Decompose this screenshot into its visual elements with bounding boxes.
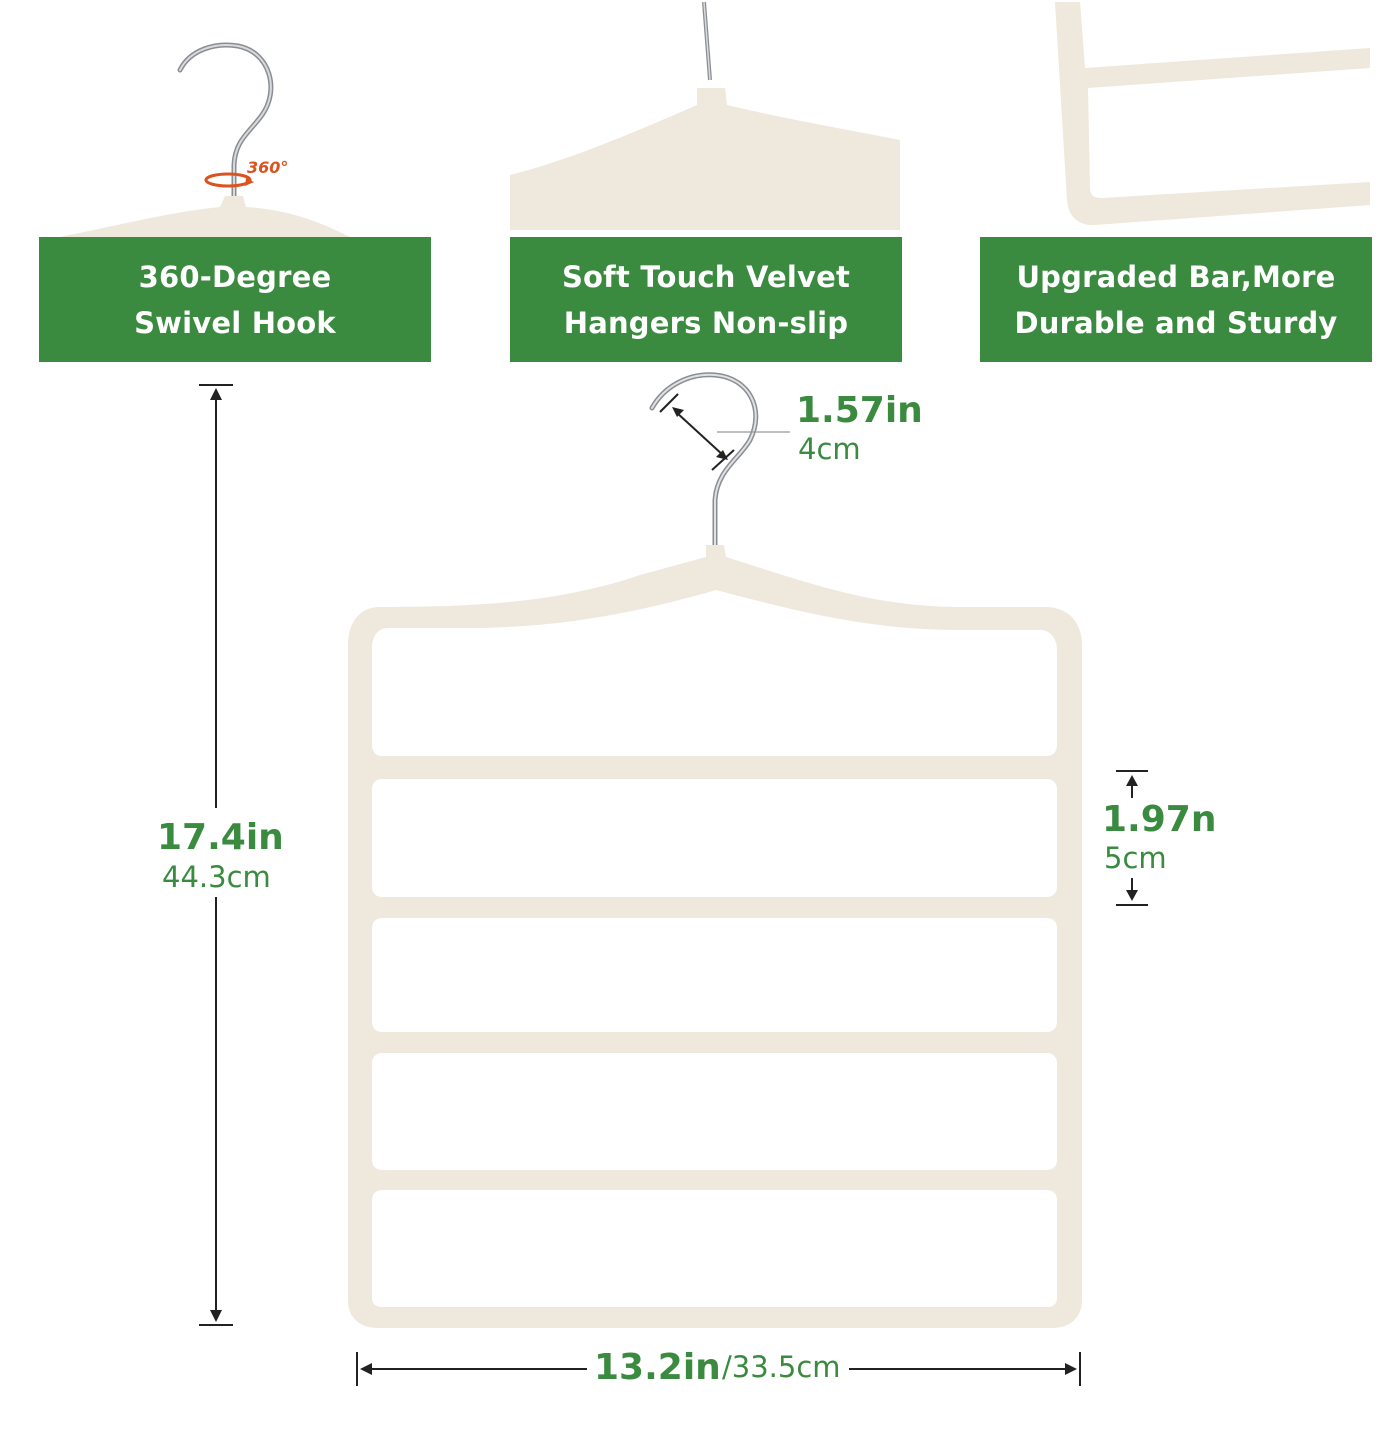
swivel-hook-illustration — [60, 1, 1370, 237]
hook-size-in: 1.57in — [796, 390, 923, 431]
feature-line: Hangers Non-slip — [563, 305, 849, 340]
hook-size-cm: 4cm — [798, 432, 861, 466]
width-cm: /33.5cm — [722, 1350, 841, 1384]
feature-line: Soft Touch Velvet — [561, 259, 851, 294]
feature-banner-upgraded-bar: Upgraded Bar,More Durable and Sturdy — [980, 237, 1372, 362]
width-in: 13.2in — [594, 1347, 721, 1388]
feature-line: Upgraded Bar,More — [1016, 259, 1336, 294]
swivel-360-badge: 360° — [247, 158, 289, 177]
feature-banner-swivel-hook: 360-Degree Swivel Hook — [39, 237, 431, 362]
feature-line: 360-Degree — [138, 259, 332, 294]
bar-spacing-in: 1.97n — [1102, 799, 1217, 840]
feature-line: Durable and Sturdy — [1014, 305, 1338, 340]
feature-banner-velvet: Soft Touch Velvet Hangers Non-slip — [510, 237, 902, 362]
bar-spacing-cm: 5cm — [1104, 841, 1167, 875]
height-in: 17.4in — [157, 817, 284, 858]
height-cm: 44.3cm — [162, 860, 271, 894]
feature-line: Swivel Hook — [134, 305, 336, 340]
